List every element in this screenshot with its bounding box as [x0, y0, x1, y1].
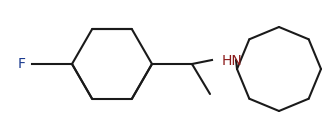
Text: HN: HN: [222, 54, 243, 68]
Text: F: F: [18, 57, 26, 71]
